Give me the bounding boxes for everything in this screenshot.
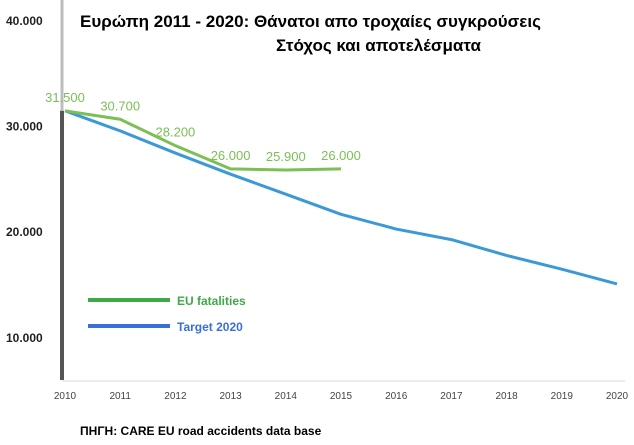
x-tick-label: 2010 [54, 391, 77, 402]
x-tick-label: 2017 [440, 391, 463, 402]
x-tick-label: 2016 [385, 391, 408, 402]
data-label: 30.700 [100, 98, 140, 113]
x-tick-label: 2012 [164, 391, 187, 402]
x-tick-label: 2020 [606, 391, 629, 402]
data-label: 28.200 [156, 125, 196, 140]
y-tick-label: 30.000 [6, 120, 43, 134]
series-line-eu-fatalities [64, 109, 342, 172]
x-tick-label: 2018 [495, 391, 518, 402]
y-tick-label: 10.000 [6, 331, 43, 345]
y-tick-label: 20.000 [6, 225, 43, 239]
x-tick-label: 2019 [551, 391, 574, 402]
data-label: 31.500 [45, 90, 85, 105]
legend-label: Target 2020 [177, 320, 243, 334]
series-line-target-2020 [64, 109, 618, 286]
chart-subtitle: Στόχος και αποτελέσματα [276, 36, 481, 55]
data-label: 25.900 [266, 149, 306, 164]
data-label: 26.000 [211, 148, 251, 163]
x-tick-label: 2013 [219, 391, 242, 402]
y-tick-label: 40.000 [6, 14, 43, 28]
x-tick-label: 2015 [330, 391, 353, 402]
data-label: 26.000 [321, 148, 361, 163]
legend-label: EU fatalities [177, 294, 246, 308]
x-tick-label: 2011 [109, 391, 131, 402]
source-note: ΠΗΓΗ: CARE EU road accidents data base [80, 424, 322, 438]
x-tick-label: 2014 [275, 391, 298, 402]
chart-title: Ευρώπη 2011 - 2020: Θάνατοι απο τροχαίες… [80, 12, 541, 31]
